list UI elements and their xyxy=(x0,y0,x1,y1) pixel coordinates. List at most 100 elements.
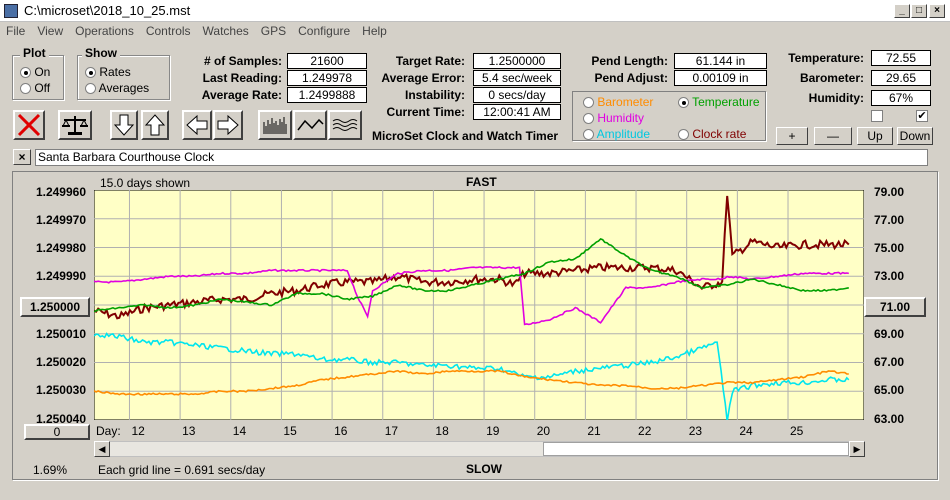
plot-on-radio[interactable]: On xyxy=(20,65,50,79)
balance-button[interactable] xyxy=(58,110,92,140)
clock-rate-radio[interactable]: Clock rate xyxy=(678,127,746,141)
pend-adjust-value: 0.00109 in xyxy=(674,70,767,86)
y-right-tick: 75.00 xyxy=(874,241,905,255)
grid-note: Each grid line = 0.691 secs/day xyxy=(98,463,266,477)
rate-plot xyxy=(94,190,864,420)
samples-label: # of Samples: xyxy=(203,54,282,68)
last-reading-value: 1.249978 xyxy=(287,70,367,86)
current-time-value: 12:00:41 AM xyxy=(473,104,561,120)
plus-button[interactable]: + xyxy=(776,127,808,145)
y-right-tick: 77.00 xyxy=(874,213,905,227)
scroll-right-button[interactable]: ▶ xyxy=(849,441,865,457)
plot-series xyxy=(94,195,850,420)
arrow-right-icon xyxy=(217,114,239,136)
current-time-label: Current Time: xyxy=(386,105,465,119)
plot-off-radio[interactable]: Off xyxy=(20,81,50,95)
show-group-title: Show xyxy=(82,46,120,60)
right-axis-set-button[interactable]: 71.00 xyxy=(864,297,926,317)
y-right-tick: 63.00 xyxy=(874,412,905,426)
humidity-radio[interactable]: Humidity xyxy=(583,111,644,125)
maximize-button[interactable]: □ xyxy=(911,4,927,18)
y-left-tick: 1.250040 xyxy=(35,412,86,426)
x-tick-label: 15 xyxy=(283,424,297,438)
radio-icon xyxy=(583,97,594,109)
instability-label: Instability: xyxy=(404,88,465,102)
line-view-button[interactable] xyxy=(293,110,327,140)
arrow-down-button[interactable] xyxy=(110,110,138,140)
x-tick-label: 23 xyxy=(688,424,703,438)
clear-button[interactable] xyxy=(13,110,45,140)
y-left-tick: 1.249970 xyxy=(35,213,86,227)
menu-controls[interactable]: Controls xyxy=(145,24,191,38)
down-button[interactable]: Down xyxy=(897,127,933,145)
arrow-up-icon xyxy=(144,114,166,136)
y-right-tick: 79.00 xyxy=(874,185,905,199)
menu-view[interactable]: View xyxy=(37,24,64,38)
amplitude-radio[interactable]: Amplitude xyxy=(583,127,650,141)
wave-view-button[interactable] xyxy=(328,110,362,140)
radio-icon xyxy=(678,97,689,109)
menu-help[interactable]: Help xyxy=(362,24,387,38)
x-tick-label: 16 xyxy=(334,424,348,438)
x-tick-label: 21 xyxy=(587,424,601,438)
sensor-options-group xyxy=(572,91,766,141)
zigzag-icon xyxy=(297,118,324,131)
temperature-label: Temperature: xyxy=(788,51,864,65)
show-averages-radio[interactable]: Averages xyxy=(85,81,149,95)
menu-operations[interactable]: Operations xyxy=(75,24,134,38)
arrow-up-button[interactable] xyxy=(141,110,169,140)
menu-watches[interactable]: Watches xyxy=(202,24,249,38)
menu-bar: File View Operations Controls Watches GPS Conf… xyxy=(0,23,950,41)
barometer-radio[interactable]: Barometer xyxy=(583,95,653,109)
menu-file[interactable]: File xyxy=(6,24,26,38)
arrow-right-button[interactable] xyxy=(213,110,243,140)
series-line xyxy=(94,332,850,420)
clock-name-field[interactable]: Santa Barbara Courthouse Clock xyxy=(35,149,928,166)
pend-length-value: 61.144 in xyxy=(674,53,767,69)
y-right-tick: 73.00 xyxy=(874,269,905,283)
x-tick-label: 19 xyxy=(486,424,500,438)
percent-label: 1.69% xyxy=(33,463,68,477)
close-window-button[interactable]: × xyxy=(929,4,945,18)
arrow-left-icon xyxy=(186,114,208,136)
right-checkbox[interactable]: ✔ xyxy=(916,110,928,122)
series-line xyxy=(94,237,849,313)
last-reading-label: Last Reading: xyxy=(202,71,282,85)
bars-icon xyxy=(263,117,287,134)
y-left-tick: 1.250010 xyxy=(35,327,86,341)
chart-frame xyxy=(12,171,938,480)
menu-gps[interactable]: GPS xyxy=(260,24,287,38)
left-axis-set-button[interactable]: 1.250000 xyxy=(20,297,90,317)
minus-button[interactable]: — xyxy=(814,127,852,145)
show-rates-radio[interactable]: Rates xyxy=(85,65,131,79)
arrow-left-button[interactable] xyxy=(182,110,212,140)
radio-icon xyxy=(20,83,31,95)
temperature-radio[interactable]: Temperature xyxy=(678,95,760,109)
x-tick-label: 13 xyxy=(182,424,196,438)
y-right-tick: 67.00 xyxy=(874,355,905,369)
days-shown-label: 15.0 days shown xyxy=(100,176,191,190)
waves-icon xyxy=(332,119,358,131)
humidity-value: 67% xyxy=(871,90,931,106)
radio-icon xyxy=(85,67,96,79)
y-left-tick: 1.250020 xyxy=(35,355,86,369)
radio-icon xyxy=(583,129,594,141)
radio-icon xyxy=(678,129,689,141)
zero-button[interactable]: 0 xyxy=(24,424,90,440)
series-line xyxy=(94,369,849,396)
plot-group-title: Plot xyxy=(20,46,49,60)
instability-value: 0 secs/day xyxy=(473,87,561,103)
menu-configure[interactable]: Configure xyxy=(298,24,351,38)
radio-icon xyxy=(20,67,31,79)
bar-view-button[interactable] xyxy=(258,110,292,140)
x-tick-label: 24 xyxy=(739,424,753,438)
x-tick-label: 12 xyxy=(131,424,145,438)
scroll-thumb[interactable] xyxy=(543,442,849,456)
left-checkbox[interactable] xyxy=(871,110,883,122)
arrow-down-icon xyxy=(113,114,135,136)
balance-scale-icon xyxy=(62,116,88,135)
close-clock-button[interactable]: × xyxy=(13,149,31,165)
up-button[interactable]: Up xyxy=(857,127,893,145)
minimize-button[interactable]: _ xyxy=(894,4,910,18)
scroll-left-button[interactable]: ◀ xyxy=(94,441,110,457)
